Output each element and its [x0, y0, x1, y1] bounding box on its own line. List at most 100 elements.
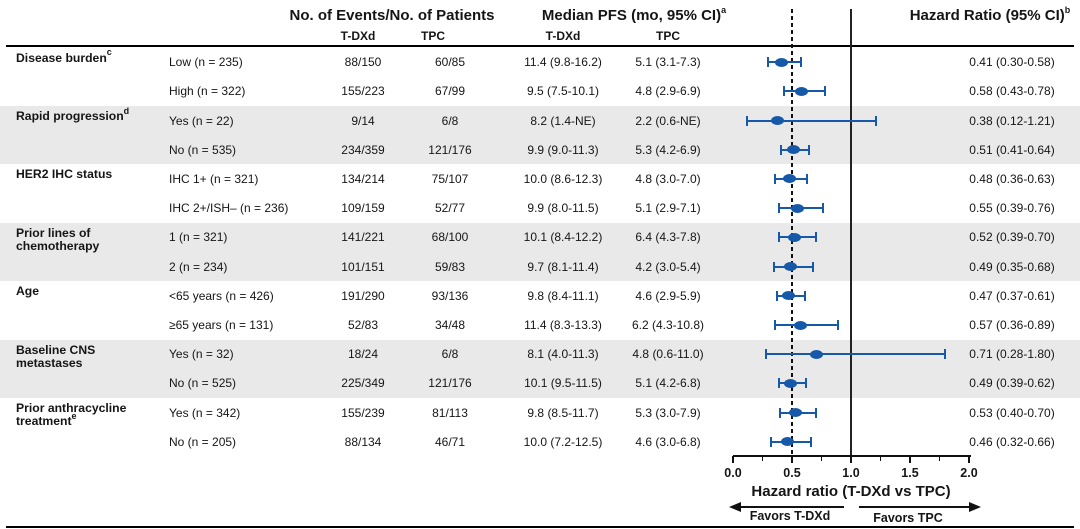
- ci-cap-low: [778, 378, 781, 389]
- events-tdxd-value: 52/83: [347, 318, 379, 333]
- axis-major-tick: [850, 456, 852, 463]
- ci-cap-low: [780, 144, 783, 155]
- hazard-ratio-value: 0.58 (0.43-0.78): [969, 84, 1055, 99]
- ci-cap-low: [746, 115, 749, 126]
- ci-cap-low: [767, 57, 770, 68]
- subgroup-label-text: HER2 IHC status: [16, 167, 113, 182]
- forest-row: Prior anthracycline treatmente Yes (n = 3…: [0, 398, 1080, 428]
- ci-cap-high: [800, 57, 803, 68]
- favors-right-arrow-head-icon: [969, 501, 981, 512]
- col-header-events: No. of Events/No. of Patients: [289, 7, 495, 24]
- hr-point-estimate: [786, 145, 800, 155]
- ci-cap-high: [803, 290, 806, 301]
- ci-cap-high: [814, 407, 817, 418]
- forest-row: ≥65 years (n = 131) 52/83 34/48 11.4 (8.3-1…: [0, 310, 1080, 339]
- shaded-band: [0, 105, 1080, 165]
- events-tdxd-value: 191/290: [341, 288, 385, 303]
- favors-left-arrow-line: [740, 506, 844, 508]
- hazard-ratio-value: 0.47 (0.37-0.61): [969, 288, 1055, 303]
- hazard-ratio-value: 0.41 (0.30-0.58): [969, 55, 1055, 70]
- ci-cap-high: [812, 261, 815, 272]
- ci-cap-high: [874, 115, 877, 126]
- level-label: High (n = 322): [169, 84, 246, 99]
- median-pfs-tpc-value: 4.8 (2.9-6.9): [635, 84, 701, 99]
- forest-row: Rapid progressiond Yes (n = 22) 9/14 6/8 8.2…: [0, 106, 1080, 135]
- events-tdxd-value: 141/221: [341, 230, 385, 245]
- ci-cap-low: [778, 232, 781, 243]
- level-label: No (n = 205): [169, 434, 237, 449]
- subgroup-label: Prior anthracycline treatmente: [16, 402, 144, 428]
- level-label: No (n = 525): [169, 376, 237, 391]
- level-label: IHC 1+ (n = 321): [169, 171, 259, 186]
- events-tpc-value: 121/176: [428, 376, 472, 391]
- forest-row: No (n = 205) 88/134 46/71 10.0 (7.2-12.5) 4.…: [0, 427, 1080, 456]
- ci-cap-high: [821, 203, 824, 214]
- median-pfs-tdxd-value: 10.0 (8.6-12.3): [523, 171, 603, 186]
- subheader-events-tdxd: T-DXd: [340, 29, 376, 43]
- ci-cap-high: [824, 86, 827, 97]
- level-label: 1 (n = 321): [169, 230, 228, 245]
- level-label: IHC 2+/ISH– (n = 236): [169, 201, 289, 216]
- footnote-marker: d: [123, 105, 130, 116]
- median-pfs-tpc-value: 2.2 (0.6-NE): [635, 113, 701, 128]
- forest-row: Baseline CNS metastases Yes (n = 32) 18/24…: [0, 340, 1080, 369]
- hr-point-estimate: [791, 203, 805, 213]
- forest-row: Age <65 years (n = 426) 191/290 93/136 9.8 (…: [0, 281, 1080, 310]
- ci-line: [766, 353, 946, 356]
- hazard-ratio-value: 0.55 (0.39-0.76): [969, 201, 1055, 216]
- median-pfs-tpc-value: 5.3 (3.0-7.9): [635, 405, 701, 420]
- hazard-ratio-value: 0.53 (0.40-0.70): [969, 405, 1055, 420]
- axis-major-tick: [791, 456, 793, 463]
- median-pfs-tdxd-value: 10.0 (7.2-12.5): [523, 434, 603, 449]
- hr-point-estimate: [781, 291, 795, 301]
- axis-major-tick: [968, 456, 970, 463]
- events-tpc-value: 6/8: [441, 347, 459, 362]
- forest-row: HER2 IHC status IHC 1+ (n = 321) 134/214 75…: [0, 164, 1080, 193]
- median-pfs-tpc-value: 4.6 (2.9-5.9): [635, 288, 701, 303]
- median-pfs-tpc-value: 5.1 (4.2-6.8): [635, 376, 701, 391]
- events-tpc-value: 60/85: [434, 55, 466, 70]
- forest-row: Disease burdenc Low (n = 235) 88/150 60/85 1…: [0, 48, 1080, 77]
- median-pfs-tdxd-value: 9.7 (8.1-11.4): [527, 259, 599, 274]
- hr-point-estimate: [784, 378, 798, 388]
- axis-tick-label: 1.0: [842, 466, 860, 480]
- subgroup-label: HER2 IHC status: [16, 168, 144, 181]
- ci-cap-high: [805, 378, 808, 389]
- level-label: Yes (n = 32): [169, 347, 234, 362]
- events-tpc-value: 93/136: [431, 288, 469, 303]
- ci-cap-low: [779, 407, 782, 418]
- ci-cap-low: [769, 436, 772, 447]
- axis-minor-tick: [879, 456, 882, 461]
- events-tdxd-value: 155/239: [341, 405, 385, 420]
- events-tdxd-value: 88/150: [344, 55, 382, 70]
- median-pfs-tpc-value: 6.2 (4.3-10.8): [631, 318, 705, 333]
- hr-point-estimate: [789, 408, 803, 418]
- level-label: Low (n = 235): [169, 55, 243, 70]
- subheader-median-tdxd: T-DXd: [545, 29, 581, 43]
- level-label: Yes (n = 22): [169, 113, 234, 128]
- favors-tpc-label: Favors TPC: [873, 511, 943, 525]
- ci-cap-low: [774, 320, 777, 331]
- median-pfs-tdxd-value: 8.2 (1.4-NE): [530, 113, 596, 128]
- median-pfs-tdxd-value: 10.1 (9.5-11.5): [524, 376, 602, 391]
- col-header-hazard-ratio-text: Hazard Ratio (95% CI): [909, 7, 1065, 24]
- median-pfs-tdxd-value: 11.4 (8.3-13.3): [524, 318, 602, 333]
- events-tpc-value: 81/113: [432, 405, 468, 420]
- x-axis-title: Hazard ratio (T-DXd vs TPC): [751, 483, 951, 500]
- subheader-events-tpc: TPC: [421, 29, 445, 43]
- subgroup-label: Disease burdenc: [16, 48, 144, 65]
- axis-tick-label: 0.0: [724, 466, 742, 480]
- hazard-ratio-value: 0.51 (0.41-0.64): [969, 142, 1055, 157]
- events-tpc-value: 46/71: [434, 434, 466, 449]
- median-pfs-tdxd-value: 9.9 (8.0-11.5): [527, 201, 599, 216]
- median-pfs-tdxd-value: 11.4 (9.8-16.2): [524, 55, 602, 70]
- median-pfs-tdxd-value: 9.9 (9.0-11.3): [527, 142, 599, 157]
- col-header-median-pfs-text: Median PFS (mo, 95% CI): [541, 7, 722, 24]
- favors-tdxd-label: Favors T-DXd: [749, 509, 831, 523]
- events-tdxd-value: 225/349: [341, 376, 385, 391]
- axis-minor-tick: [938, 456, 941, 461]
- events-tdxd-value: 155/223: [341, 84, 385, 99]
- median-pfs-tpc-value: 4.8 (0.6-11.0): [632, 347, 704, 362]
